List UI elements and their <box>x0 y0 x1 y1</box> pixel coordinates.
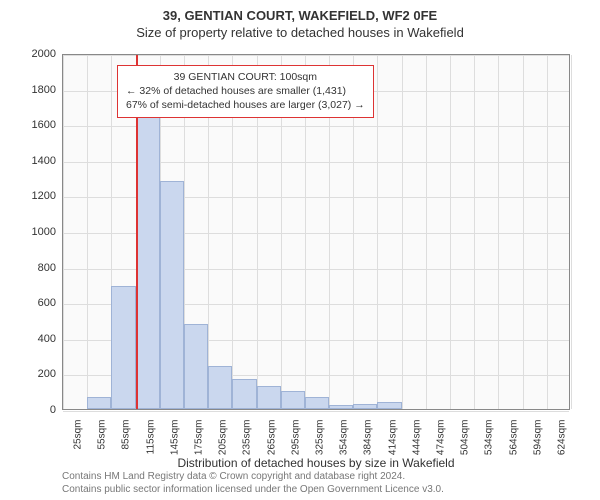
y-tick-label: 1200 <box>16 190 56 202</box>
gridline-h <box>63 411 569 412</box>
histogram-bar <box>136 117 160 409</box>
histogram-chart: Number of detached properties 39 GENTIAN… <box>62 54 570 410</box>
y-tick-label: 800 <box>16 262 56 274</box>
x-tick-label: 534sqm <box>484 420 495 456</box>
histogram-bar <box>377 402 401 409</box>
x-tick-label: 384sqm <box>363 420 374 456</box>
x-tick-label: 85sqm <box>121 420 132 450</box>
x-tick-label: 325sqm <box>315 420 326 456</box>
page-title: 39, GENTIAN COURT, WAKEFIELD, WF2 0FE <box>0 8 600 23</box>
x-tick-label: 235sqm <box>242 420 253 456</box>
y-tick-label: 0 <box>16 404 56 416</box>
histogram-bar <box>329 405 353 409</box>
gridline-v <box>450 55 451 409</box>
footer-line-2: Contains public sector information licen… <box>62 483 444 496</box>
histogram-bar <box>353 404 377 409</box>
gridline-v <box>498 55 499 409</box>
page-subtitle: Size of property relative to detached ho… <box>0 25 600 40</box>
footer-line-1: Contains HM Land Registry data © Crown c… <box>62 470 444 483</box>
x-tick-label: 474sqm <box>435 420 446 456</box>
gridline-v <box>523 55 524 409</box>
histogram-bar <box>87 397 111 409</box>
y-tick-label: 400 <box>16 333 56 345</box>
x-tick-label: 354sqm <box>339 420 350 456</box>
y-tick-label: 600 <box>16 297 56 309</box>
callout-line: ← 32% of detached houses are smaller (1,… <box>126 84 365 98</box>
x-tick-label: 145sqm <box>169 420 180 456</box>
x-tick-label: 205sqm <box>218 420 229 456</box>
histogram-bar <box>184 324 208 409</box>
x-tick-label: 115sqm <box>145 420 156 455</box>
callout-line: 67% of semi-detached houses are larger (… <box>126 98 365 112</box>
gridline-v <box>547 55 548 409</box>
y-tick-label: 1600 <box>16 119 56 131</box>
gridline-v <box>474 55 475 409</box>
plot-area: 39 GENTIAN COURT: 100sqm← 32% of detache… <box>62 54 570 410</box>
histogram-bar <box>111 286 135 409</box>
x-tick-label: 624sqm <box>556 420 567 456</box>
histogram-bar <box>232 379 256 409</box>
x-tick-label: 414sqm <box>387 420 398 456</box>
property-callout: 39 GENTIAN COURT: 100sqm← 32% of detache… <box>117 65 374 118</box>
gridline-v <box>63 55 64 409</box>
gridline-v <box>402 55 403 409</box>
histogram-bar <box>160 181 184 409</box>
gridline-h <box>63 55 569 56</box>
y-tick-label: 1800 <box>16 84 56 96</box>
gridline-v <box>87 55 88 409</box>
histogram-bar <box>257 386 281 409</box>
x-tick-label: 25sqm <box>73 420 84 450</box>
histogram-bar <box>281 391 305 409</box>
y-tick-label: 1400 <box>16 155 56 167</box>
histogram-bar <box>208 366 232 409</box>
gridline-v <box>426 55 427 409</box>
histogram-bar <box>305 397 329 409</box>
gridline-v <box>571 55 572 409</box>
x-tick-label: 594sqm <box>532 420 543 456</box>
x-tick-label: 504sqm <box>460 420 471 456</box>
x-tick-label: 265sqm <box>266 420 277 456</box>
y-tick-label: 2000 <box>16 48 56 60</box>
x-tick-label: 564sqm <box>508 420 519 456</box>
x-tick-label: 175sqm <box>194 420 205 456</box>
attribution-footer: Contains HM Land Registry data © Crown c… <box>62 470 444 496</box>
x-tick-label: 55sqm <box>97 420 108 450</box>
x-tick-label: 444sqm <box>411 420 422 456</box>
x-tick-label: 295sqm <box>290 420 301 456</box>
y-tick-label: 1000 <box>16 226 56 238</box>
gridline-v <box>377 55 378 409</box>
callout-line: 39 GENTIAN COURT: 100sqm <box>126 70 365 84</box>
x-axis-label: Distribution of detached houses by size … <box>62 456 570 470</box>
y-tick-label: 200 <box>16 368 56 380</box>
